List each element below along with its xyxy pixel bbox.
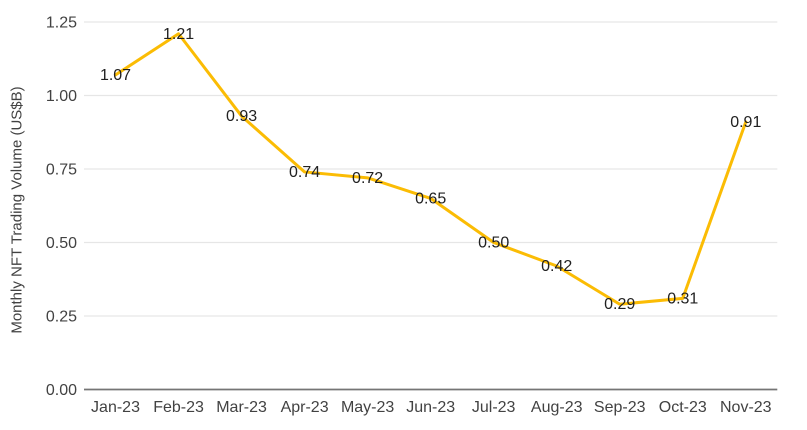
y-tick-label: 0.00 [46,382,77,399]
y-tick-label: 1.00 [46,88,77,105]
data-label: 0.93 [226,108,257,125]
x-tick-label: Apr-23 [281,399,329,416]
x-tick-label: Feb-23 [153,399,204,416]
x-tick-label: Aug-23 [531,399,583,416]
y-tick-label: 0.25 [46,309,77,326]
data-label: 1.21 [163,26,194,43]
data-label: 0.42 [541,258,572,275]
y-tick-label: 0.50 [46,235,77,252]
y-tick-label: 1.25 [46,15,77,32]
series-line [114,32,748,306]
x-tick-label: Sep-23 [594,399,646,416]
x-tick-label: Oct-23 [659,399,707,416]
x-tick-label: May-23 [341,399,394,416]
x-tick-label: Jul-23 [472,399,516,416]
data-label: 0.50 [478,235,509,252]
x-tick-label: Nov-23 [720,399,772,416]
data-label: 0.72 [352,170,383,187]
data-label: 0.29 [604,296,635,313]
data-label: 0.74 [289,164,320,181]
y-tick-label: 0.75 [46,162,77,179]
x-tick-label: Jun-23 [406,399,455,416]
data-label: 0.31 [667,290,698,307]
x-tick-label: Jan-23 [91,399,140,416]
data-label: 1.07 [100,67,131,84]
data-label: 0.65 [415,190,446,207]
x-tick-label: Mar-23 [216,399,267,416]
data-label: 0.91 [730,114,761,131]
